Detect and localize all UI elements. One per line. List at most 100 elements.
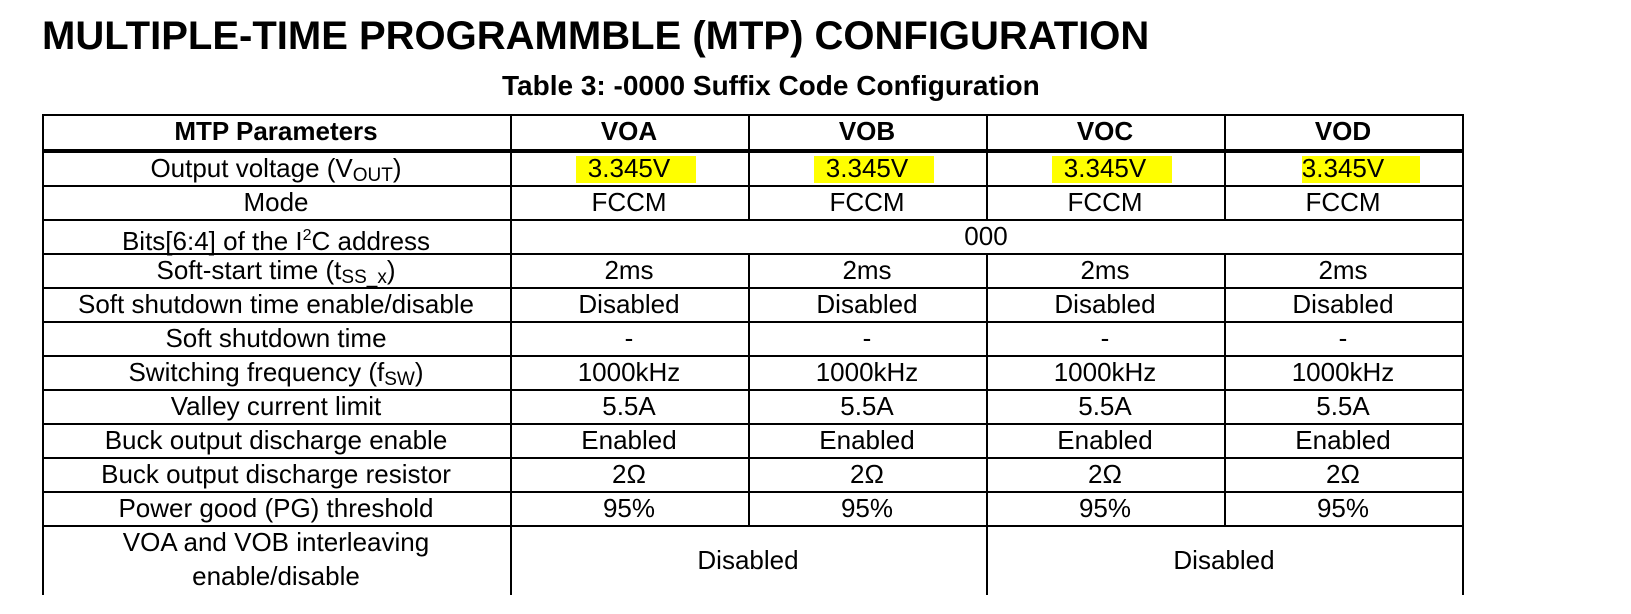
param-label: Valley current limit bbox=[170, 391, 382, 421]
row-rule bbox=[42, 253, 1464, 255]
value-cell: - bbox=[510, 321, 748, 355]
column-rule bbox=[510, 355, 512, 389]
value-cell-text: 95% bbox=[1316, 493, 1370, 523]
value-cell-text: Disabled bbox=[1292, 289, 1394, 319]
param-cell: Bits[6:4] of the I2C address bbox=[42, 219, 510, 256]
value-cell-text: 1000kHz bbox=[577, 357, 681, 387]
value-cell-text: Enabled bbox=[581, 425, 677, 455]
value-cell: Enabled bbox=[748, 423, 986, 457]
mtp-configuration-table: MTP Parameters VOA VOB VOC VOD Output voltage… bbox=[42, 114, 1526, 614]
param-subscript: OUT bbox=[352, 165, 393, 186]
value-cell-text: 95% bbox=[1078, 493, 1132, 523]
value-cell-text: - bbox=[1100, 323, 1110, 353]
param-cell: Output voltage (VOUT) bbox=[42, 151, 510, 186]
value-cell: 2ms bbox=[986, 253, 1224, 287]
value-cell-text: Disabled bbox=[1054, 289, 1156, 319]
header-cell-0-text: MTP Parameters bbox=[174, 116, 378, 146]
param-cell: Soft shutdown time enable/disable bbox=[42, 287, 510, 321]
value-cell-text: Disabled bbox=[578, 289, 680, 319]
merged-value-cell-text: 000 bbox=[964, 221, 1008, 251]
value-cell: 1000kHz bbox=[748, 355, 986, 389]
value-cell-text: 3.345V bbox=[1301, 153, 1385, 183]
value-cell-text: 1000kHz bbox=[1053, 357, 1157, 387]
param-line: enable/disable bbox=[192, 561, 360, 591]
column-rule bbox=[1224, 287, 1226, 321]
column-rule bbox=[748, 457, 750, 491]
value-cell: 95% bbox=[986, 491, 1224, 525]
param-cell: Switching frequency (fSW) bbox=[42, 355, 510, 390]
value-cell-text: - bbox=[624, 323, 634, 353]
param-subscript: SW bbox=[384, 369, 415, 390]
column-rule bbox=[986, 525, 988, 595]
column-rule bbox=[986, 321, 988, 355]
value-cell-text: 5.5A bbox=[1078, 391, 1132, 421]
value-cell: 1000kHz bbox=[510, 355, 748, 389]
column-rule bbox=[748, 491, 750, 525]
column-rule bbox=[510, 491, 512, 525]
value-cell: Enabled bbox=[1224, 423, 1462, 457]
column-rule bbox=[986, 287, 988, 321]
value-cell-text: FCCM bbox=[1305, 187, 1381, 217]
value-cell: Enabled bbox=[986, 423, 1224, 457]
value-cell: 2Ω bbox=[748, 457, 986, 491]
row-rule bbox=[42, 185, 1464, 187]
value-cell: 95% bbox=[1224, 491, 1462, 525]
column-rule bbox=[986, 151, 988, 185]
value-cell: 5.5A bbox=[1224, 389, 1462, 423]
column-rule bbox=[510, 151, 512, 185]
page-heading: MULTIPLE-TIME PROGRAMMBLE (MTP) CONFIGUR… bbox=[42, 14, 1150, 58]
value-cell: 2Ω bbox=[510, 457, 748, 491]
param-superscript: 2 bbox=[302, 227, 312, 244]
highlight-mark bbox=[1052, 156, 1172, 183]
header-cell-3-text: VOC bbox=[1076, 116, 1134, 146]
highlight-mark bbox=[1302, 156, 1420, 183]
column-rule bbox=[1224, 355, 1226, 389]
row-rule bbox=[42, 525, 1464, 527]
column-rule bbox=[748, 321, 750, 355]
param-label: Bits[6:4] of the I bbox=[121, 226, 303, 256]
value-cell: - bbox=[1224, 321, 1462, 355]
value-cell: 5.5A bbox=[748, 389, 986, 423]
row-rule bbox=[42, 457, 1464, 459]
value-cell: 3.345V bbox=[986, 151, 1224, 185]
pair-value-cell: Disabled bbox=[986, 543, 1462, 595]
param-label-tail: C address bbox=[311, 226, 431, 256]
column-rule bbox=[510, 219, 512, 253]
value-cell: 5.5A bbox=[986, 389, 1224, 423]
header-cell-0: MTP Parameters bbox=[42, 114, 510, 151]
param-cell: Soft shutdown time bbox=[42, 321, 510, 355]
column-rule bbox=[986, 114, 988, 151]
value-cell-text: 2Ω bbox=[612, 459, 646, 489]
value-cell: 3.345V bbox=[748, 151, 986, 185]
row-rule bbox=[42, 287, 1464, 289]
value-cell-text: 95% bbox=[840, 493, 894, 523]
param-subscript: SS_x bbox=[341, 267, 387, 288]
param-label: Mode bbox=[243, 187, 309, 217]
value-cell-text: 2ms bbox=[842, 255, 892, 285]
value-cell: Enabled bbox=[510, 423, 748, 457]
row-rule bbox=[42, 355, 1464, 357]
value-cell-text: 2Ω bbox=[850, 459, 884, 489]
value-cell: Disabled bbox=[748, 287, 986, 321]
pair-value-cell-text: Disabled bbox=[697, 545, 799, 575]
value-cell-text: FCCM bbox=[829, 187, 905, 217]
column-rule bbox=[510, 457, 512, 491]
header-cell-2: VOB bbox=[748, 114, 986, 151]
param-cell: Buck output discharge resistor bbox=[42, 457, 510, 491]
column-rule bbox=[510, 423, 512, 457]
column-rule bbox=[986, 185, 988, 219]
value-cell-text: - bbox=[1338, 323, 1348, 353]
column-rule bbox=[1224, 151, 1226, 185]
column-rule bbox=[748, 355, 750, 389]
value-cell: Disabled bbox=[986, 287, 1224, 321]
value-cell: - bbox=[986, 321, 1224, 355]
param-cell: Mode bbox=[42, 185, 510, 219]
param-cell: Soft-start time (tSS_x) bbox=[42, 253, 510, 288]
value-cell-text: 3.345V bbox=[825, 153, 909, 183]
value-cell: FCCM bbox=[510, 185, 748, 219]
value-cell: 1000kHz bbox=[986, 355, 1224, 389]
column-rule bbox=[1224, 253, 1226, 287]
value-cell-text: 3.345V bbox=[587, 153, 671, 183]
value-cell: Disabled bbox=[1224, 287, 1462, 321]
header-cell-1-text: VOA bbox=[600, 116, 658, 146]
